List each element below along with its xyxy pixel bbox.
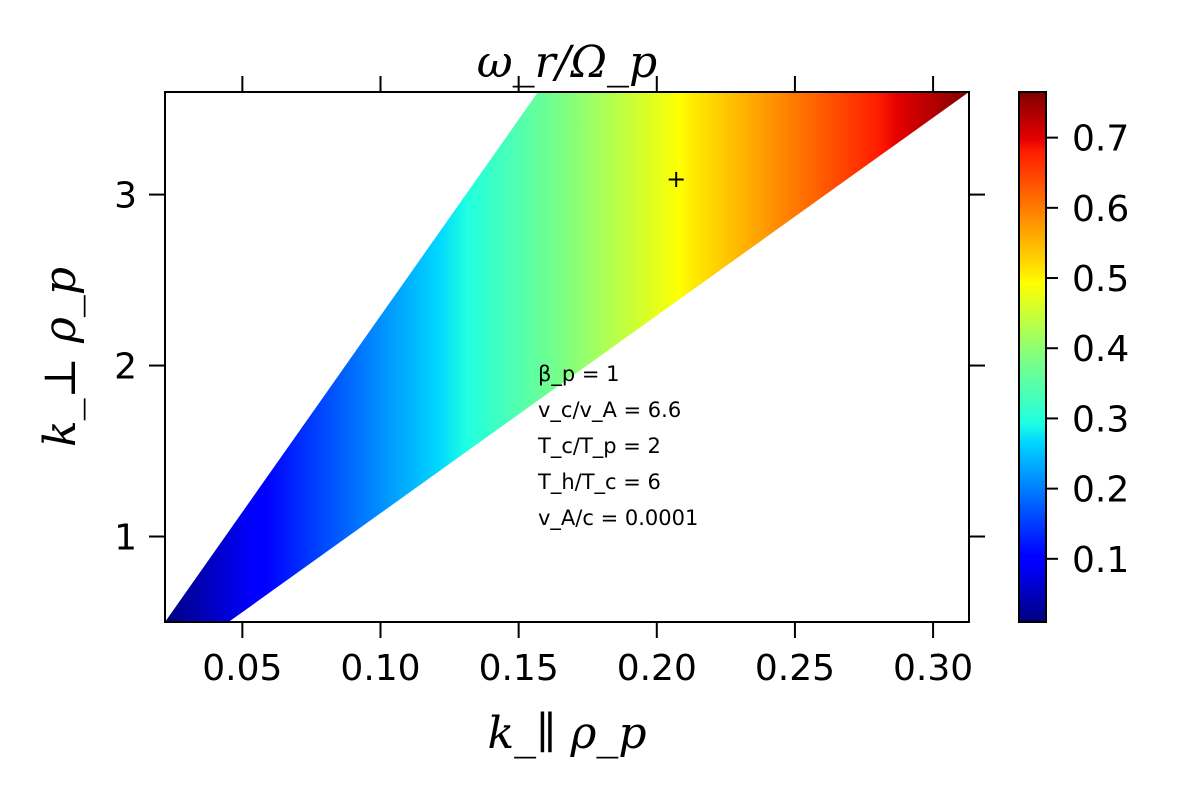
- x-tick-label: 0.10: [340, 648, 420, 689]
- colorbar-ticks: 0.1 0.2 0.3 0.4 0.5 0.6 0.7: [1046, 119, 1129, 581]
- y-tick-label: 3: [114, 176, 137, 217]
- point-marker: +: [666, 165, 686, 193]
- y-tick-label: 1: [114, 518, 137, 559]
- annotation-line: T_c/T_p = 2: [537, 434, 661, 459]
- annotation-line: v_A/c = 0.0001: [538, 506, 698, 531]
- x-axis-label: k_∥ ρ_p: [487, 708, 646, 759]
- x-tick-label: 0.05: [202, 648, 282, 689]
- annotation-line: β_p = 1: [538, 362, 620, 387]
- colorbar-tick-label: 0.1: [1072, 540, 1129, 581]
- colorbar-tick-label: 0.6: [1072, 189, 1129, 230]
- colorbar-tick-label: 0.3: [1072, 399, 1129, 440]
- y-tick-label: 2: [114, 347, 137, 388]
- annotation-line: v_c/v_A = 6.6: [538, 398, 681, 423]
- heatmap-region: [165, 92, 969, 622]
- colorbar-tick-label: 0.4: [1072, 329, 1129, 370]
- x-tick-label: 0.20: [617, 648, 697, 689]
- parameter-annotations: β_p = 1 v_c/v_A = 6.6 T_c/T_p = 2 T_h/T_c =…: [537, 362, 698, 531]
- y-axis-label: k_⊥ ρ_p: [35, 267, 86, 447]
- x-tick-label: 0.15: [479, 648, 559, 689]
- plus-marker: +: [666, 165, 686, 193]
- colorbar-tick-label: 0.7: [1072, 119, 1129, 160]
- colorbar-tick-label: 0.2: [1072, 470, 1129, 511]
- colorbar: [1018, 91, 1047, 623]
- chart-title: ω_r/Ω_p: [477, 37, 657, 88]
- y-axis-ticks: 1 2 3: [114, 176, 985, 559]
- plot-frame: [164, 91, 970, 623]
- x-tick-label: 0.25: [755, 648, 835, 689]
- annotation-line: T_h/T_c = 6: [537, 470, 661, 495]
- x-tick-label: 0.30: [893, 648, 973, 689]
- x-axis-ticks: 0.05 0.10 0.15 0.20 0.25 0.30: [202, 76, 973, 689]
- colorbar-tick-label: 0.5: [1072, 259, 1129, 300]
